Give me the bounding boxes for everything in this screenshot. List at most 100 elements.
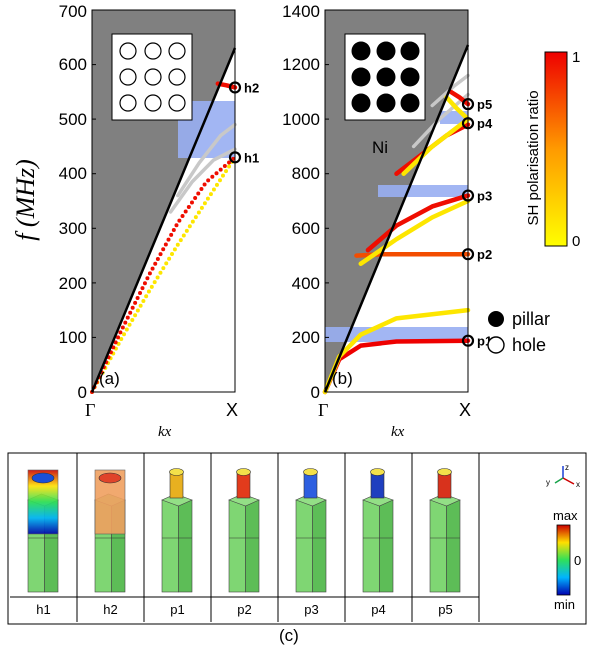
- band-series-7: [401, 116, 471, 176]
- legend-hole-symbol: [487, 336, 505, 354]
- panel-a-axes-frame: [91, 9, 236, 393]
- mode-shape-h1: h1: [10, 469, 77, 617]
- axis-x-label: x: [576, 480, 580, 489]
- mode-label-h1: h1: [244, 150, 259, 165]
- panel-b-bandgap: [378, 185, 468, 197]
- band-series-9: [430, 73, 470, 108]
- mode-shapes-panel: h1 h2 p1 p2 p3 p4 p5 y z x max 0 min (c): [7, 452, 587, 645]
- x-tick-gamma: Γ: [85, 400, 95, 420]
- sh-colorbar: SH polarisation ratio 1 0: [525, 49, 580, 250]
- y-tick: 400: [292, 274, 320, 293]
- y-tick: 700: [59, 2, 87, 21]
- mode-shape-label: p3: [304, 602, 318, 617]
- band-series-3: [354, 251, 471, 258]
- panel-b-bandgap: [325, 327, 468, 342]
- panel-b-inset-pillar-lattice: [344, 33, 426, 121]
- mode-colorbar-min: min: [554, 597, 575, 612]
- band-series-5: [365, 193, 471, 253]
- y-tick: 800: [292, 164, 320, 183]
- sh-colorbar-gradient: [544, 51, 568, 247]
- mode-colorbar-mid: 0: [574, 553, 581, 568]
- panel-b-sound-line: [323, 44, 470, 393]
- band-series-2: [90, 155, 237, 394]
- y-tick: 1000: [282, 110, 320, 129]
- legend-pillar-label: pillar: [512, 309, 550, 329]
- x-tick-x: X: [459, 400, 471, 420]
- mode-shape-p3: p3: [277, 453, 345, 622]
- mode-shapes-frame: [7, 452, 587, 625]
- panel-b-y-tick-labels: 0 200 400 600 800 1000 1200 1400: [282, 2, 320, 402]
- mode-marker-p4: [461, 117, 475, 130]
- y-tick: 300: [59, 219, 87, 238]
- mode-shape-axes-triad: y z x: [546, 463, 580, 489]
- legend: pillar hole: [487, 309, 550, 355]
- mode-colorbar-max: max: [553, 508, 578, 523]
- y-tick: 1200: [282, 55, 320, 74]
- mode-marker-p5: [461, 98, 475, 111]
- mode-shape-p1: p1: [143, 453, 211, 622]
- mode-shape-cells: h1 h2 p1 p2 p3 p4 p5: [10, 453, 480, 622]
- band-series-4: [358, 198, 471, 267]
- mode-shape-label: p5: [438, 602, 452, 617]
- mode-shape-colorbar: max 0 min: [553, 508, 581, 612]
- sh-colorbar-title: SH polarisation ratio: [525, 90, 542, 225]
- band-series-10: [448, 89, 471, 107]
- x-axis-label: kx: [391, 424, 405, 440]
- mode-label-p2: p2: [477, 247, 492, 262]
- y-tick: 100: [59, 328, 87, 347]
- mode-marker-h2: [228, 81, 242, 94]
- panel-b-label: (b): [332, 369, 353, 388]
- band-series-4: [176, 122, 237, 198]
- mode-shape-p4: p4: [344, 453, 412, 622]
- y-tick: 400: [59, 164, 87, 183]
- mode-shape-p2: p2: [210, 453, 278, 622]
- y-tick: 600: [292, 219, 320, 238]
- band-series-8: [411, 92, 470, 149]
- panel-a-y-tick-labels: 0 100 200 300 400 500 600 700: [59, 2, 87, 402]
- y-tick: 500: [59, 110, 87, 129]
- mode-shape-p5: p5: [411, 453, 479, 622]
- band-series-1: [90, 155, 237, 394]
- panel-a: 0 100 200 300 400 500 600 700 f (MHz) (a…: [11, 2, 238, 440]
- mode-label-h2: h2: [244, 80, 259, 95]
- y-tick: 200: [59, 274, 87, 293]
- mode-shape-label: h1: [36, 602, 50, 617]
- x-tick-gamma: Γ: [318, 400, 328, 420]
- mode-shape-label: p2: [237, 602, 251, 617]
- y-tick: 200: [292, 328, 320, 347]
- y-tick: 1400: [282, 2, 320, 21]
- panel-b-material-label: Ni: [372, 138, 388, 157]
- y-tick: 0: [78, 383, 87, 402]
- x-axis-label: kx: [158, 424, 172, 440]
- panel-a-label: (a): [99, 369, 120, 388]
- axis-z-label: z: [565, 463, 569, 472]
- y-axis-label: f (MHz): [11, 159, 40, 241]
- mode-marker-p3: [461, 189, 475, 202]
- sh-colorbar-max: 1: [572, 49, 580, 66]
- y-tick: 600: [59, 55, 87, 74]
- legend-pillar-symbol: [488, 311, 504, 327]
- sh-colorbar-min: 0: [572, 233, 580, 250]
- panel-a-inset-hole-lattice: [111, 33, 193, 121]
- mode-colorbar-gradient: [556, 524, 571, 596]
- y-tick: 0: [311, 383, 320, 402]
- mode-label-p5: p5: [477, 97, 492, 112]
- panel-a-ticks: [92, 64, 96, 393]
- band-series-11: [444, 95, 471, 122]
- mode-shape-label: h2: [103, 602, 117, 617]
- axis-y-label: y: [546, 478, 550, 487]
- mode-shape-label: p1: [170, 602, 184, 617]
- mode-shape-label: p4: [371, 602, 385, 617]
- mode-marker-p1: [461, 334, 475, 347]
- band-series-3: [168, 147, 237, 214]
- mode-label-p3: p3: [477, 189, 492, 204]
- panel-b: 0 200 400 600 800 1000 1200 1400 Ni (b) …: [282, 2, 471, 440]
- x-tick-x: X: [226, 400, 238, 420]
- legend-hole-label: hole: [512, 335, 546, 355]
- mode-shape-h2: h2: [76, 453, 144, 622]
- mode-marker-p2: [461, 248, 475, 261]
- mode-marker-h1: [228, 151, 242, 164]
- mode-label-p4: p4: [477, 116, 493, 131]
